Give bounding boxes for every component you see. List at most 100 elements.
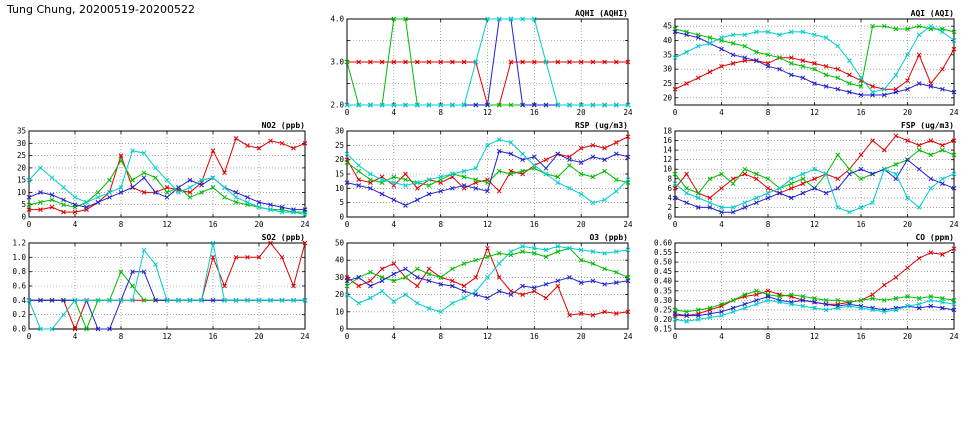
- svg-text:15: 15: [335, 170, 344, 179]
- svg-text:0: 0: [673, 220, 678, 229]
- chart-canvas-o3: 0 4 8 12 16 20 24 0 10 20 30 40 50 O3 (ppb): [335, 233, 633, 341]
- svg-text:40: 40: [335, 256, 345, 265]
- svg-text:0: 0: [345, 332, 350, 341]
- svg-text:8: 8: [667, 174, 672, 183]
- svg-text:16: 16: [530, 220, 540, 229]
- svg-text:16: 16: [530, 108, 540, 117]
- svg-text:4: 4: [392, 332, 397, 341]
- svg-text:24: 24: [949, 332, 958, 341]
- svg-text:20: 20: [903, 220, 913, 229]
- svg-text:24: 24: [623, 332, 632, 341]
- chart-canvas-rsp: 0 4 8 12 16 20 24 0 5 10 15 20 25 30 RSP (ug/m3): [335, 121, 633, 229]
- chart-aqhi: 0 4 8 12 16 20 24 2.0 3.0 4.0 AQHI (AQHI): [320, 8, 633, 118]
- svg-text:SO2 (ppb): SO2 (ppb): [262, 233, 305, 242]
- svg-text:12: 12: [810, 332, 819, 341]
- svg-text:20: 20: [663, 93, 673, 102]
- svg-text:0.2: 0.2: [12, 310, 26, 319]
- svg-text:0.6: 0.6: [12, 282, 26, 291]
- chart-o3: 0 4 8 12 16 20 24 0 10 20 30 40 50 O3 (ppb): [320, 232, 633, 342]
- svg-text:0.50: 0.50: [654, 258, 673, 267]
- svg-text:FSP (ug/m3): FSP (ug/m3): [901, 121, 954, 130]
- chart-canvas-aqhi: 0 4 8 12 16 20 24 2.0 3.0 4.0 AQHI (AQHI): [330, 9, 633, 117]
- svg-text:CO (ppm): CO (ppm): [915, 233, 954, 242]
- svg-text:5: 5: [21, 200, 26, 209]
- svg-text:24: 24: [949, 108, 958, 117]
- svg-text:AQHI (AQHI): AQHI (AQHI): [575, 9, 628, 18]
- chart-canvas-co: 0 4 8 12 16 20 240.150.200.250.300.350.400.450…: [654, 233, 959, 341]
- svg-text:0.8: 0.8: [12, 267, 26, 276]
- svg-text:10: 10: [335, 307, 345, 316]
- svg-text:25: 25: [663, 79, 672, 88]
- svg-text:10: 10: [663, 165, 673, 174]
- svg-text:50: 50: [335, 239, 345, 248]
- svg-text:8: 8: [766, 108, 771, 117]
- svg-text:0.4: 0.4: [12, 296, 26, 305]
- svg-text:0.20: 0.20: [654, 315, 673, 324]
- chart-canvas-so2: 0 4 8 12 16 20 24 0.0 0.2 0.4 0.6 0.8 1.0 1.2 SO2 (ppb…: [12, 233, 310, 341]
- svg-text:12: 12: [483, 220, 492, 229]
- svg-text:20: 20: [577, 220, 587, 229]
- svg-text:35: 35: [17, 127, 26, 136]
- svg-text:25: 25: [17, 151, 26, 160]
- svg-text:0.25: 0.25: [654, 305, 672, 314]
- svg-text:8: 8: [438, 108, 443, 117]
- svg-text:2: 2: [667, 203, 672, 212]
- chart-fsp: 0 4 8 12 16 20 24 0 2 4 6 8 10 12 14 16 18 FSP (ug/m3): [648, 120, 959, 230]
- svg-text:0: 0: [345, 220, 350, 229]
- chart-rsp: 0 4 8 12 16 20 24 0 5 10 15 20 25 30 RSP (ug/m3): [320, 120, 633, 230]
- svg-text:0: 0: [673, 108, 678, 117]
- svg-text:20: 20: [903, 332, 913, 341]
- svg-text:0: 0: [673, 332, 678, 341]
- svg-text:0: 0: [339, 325, 344, 334]
- svg-text:12: 12: [810, 108, 819, 117]
- svg-text:0.60: 0.60: [654, 239, 673, 248]
- svg-text:12: 12: [162, 220, 171, 229]
- svg-text:12: 12: [483, 108, 492, 117]
- svg-text:0.45: 0.45: [654, 267, 672, 276]
- svg-text:12: 12: [810, 220, 819, 229]
- svg-text:20: 20: [577, 108, 587, 117]
- svg-text:4: 4: [667, 193, 672, 202]
- svg-text:35: 35: [663, 50, 672, 59]
- svg-text:20: 20: [335, 290, 345, 299]
- svg-text:14: 14: [663, 146, 673, 155]
- svg-text:RSP (ug/m3): RSP (ug/m3): [575, 121, 628, 130]
- svg-text:4: 4: [73, 220, 78, 229]
- svg-text:0: 0: [27, 220, 32, 229]
- svg-text:16: 16: [856, 332, 866, 341]
- svg-text:AQI (AQI): AQI (AQI): [911, 9, 954, 18]
- svg-text:16: 16: [208, 220, 218, 229]
- svg-text:20: 20: [254, 332, 264, 341]
- svg-text:0: 0: [21, 213, 26, 222]
- chart-so2: 0 4 8 12 16 20 24 0.0 0.2 0.4 0.6 0.8 1.0 1.2 SO2 (ppb…: [2, 232, 310, 342]
- svg-text:12: 12: [162, 332, 171, 341]
- chart-no2: 0 4 8 12 16 20 24 0 5 10 15 20 25 30 35 NO2 (ppb): [2, 120, 310, 230]
- svg-text:25: 25: [335, 141, 344, 150]
- svg-text:4.0: 4.0: [330, 15, 344, 24]
- svg-text:4: 4: [392, 220, 397, 229]
- svg-text:15: 15: [17, 176, 26, 185]
- svg-text:0.55: 0.55: [654, 248, 672, 257]
- svg-text:4: 4: [73, 332, 78, 341]
- svg-text:8: 8: [766, 220, 771, 229]
- svg-text:8: 8: [119, 332, 124, 341]
- svg-text:24: 24: [300, 332, 309, 341]
- svg-text:16: 16: [856, 108, 866, 117]
- svg-text:10: 10: [335, 184, 345, 193]
- svg-text:30: 30: [335, 127, 345, 136]
- svg-text:0.35: 0.35: [654, 286, 672, 295]
- svg-text:16: 16: [663, 136, 673, 145]
- svg-text:24: 24: [623, 220, 632, 229]
- svg-text:4: 4: [392, 108, 397, 117]
- svg-text:8: 8: [438, 220, 443, 229]
- svg-text:40: 40: [663, 36, 673, 45]
- svg-text:16: 16: [530, 332, 540, 341]
- svg-text:8: 8: [119, 220, 124, 229]
- svg-text:5: 5: [339, 198, 344, 207]
- chart-aqi: 0 4 8 12 16 20 24 20 25 30 35 40 45 AQI (AQI): [648, 8, 959, 118]
- chart-canvas-no2: 0 4 8 12 16 20 24 0 5 10 15 20 25 30 35 NO2 (ppb): [17, 121, 310, 229]
- svg-text:20: 20: [577, 332, 587, 341]
- page-title: Tung Chung, 20200519-20200522: [7, 3, 195, 16]
